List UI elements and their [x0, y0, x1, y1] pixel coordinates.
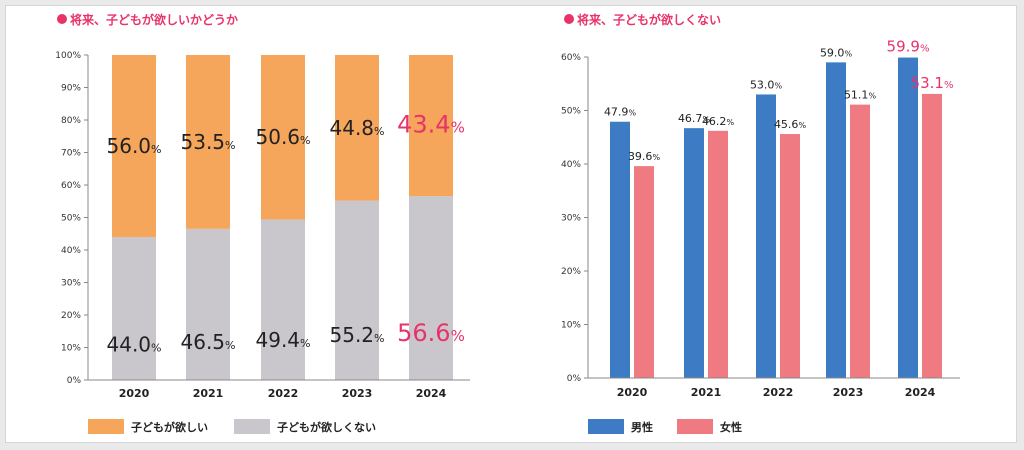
bar-female-2024 — [922, 93, 942, 378]
left-x-tick-label: 2022 — [268, 387, 299, 400]
data-label-female-2022: 45.6% — [774, 118, 807, 131]
left-bars: 56.0% 44.0% 53.5% 46.5% 50.6% 49.4% 44.8% 55.2%… — [107, 55, 465, 380]
right-y-tick-label: 10% — [561, 321, 581, 331]
right-y-tick-label: 20% — [561, 267, 581, 277]
legend-swatch-male — [588, 419, 624, 434]
legend-label-not-want: 子どもが欲しくない — [277, 420, 376, 434]
left-y-tick-label: 80% — [61, 116, 81, 126]
right-y-tick-label: 50% — [561, 107, 581, 117]
left-y-tick-label: 20% — [61, 311, 81, 321]
bar-female-2023 — [850, 104, 870, 379]
right-x-tick-label: 2020 — [617, 386, 648, 399]
bar-want-2022 — [261, 55, 305, 220]
right-x-tick-label: 2022 — [763, 386, 794, 399]
left-x-tick-label: 2020 — [119, 387, 150, 400]
right-x-axis: 2020 2021 2022 2023 2024 — [588, 377, 960, 399]
left-x-tick-label: 2024 — [416, 387, 447, 400]
legend-label-female: 女性 — [720, 420, 742, 434]
left-y-tick-label: 40% — [61, 246, 81, 256]
right-x-tick-label: 2023 — [833, 386, 864, 399]
right-x-tick-label: 2021 — [691, 386, 722, 399]
left-y-tick-label: 60% — [61, 181, 81, 191]
data-label-female-2021: 46.2% — [702, 115, 735, 128]
right-y-tick-label: 0% — [567, 374, 582, 384]
data-label-female-2020: 39.6% — [628, 150, 661, 163]
bar-not-want-2023 — [335, 200, 379, 380]
data-label-male-2021: 46.7% — [678, 112, 711, 125]
data-label-want-2023: 44.8% — [330, 116, 385, 140]
bar-want-2024 — [409, 55, 453, 197]
left-y-axis: 0% 10% 20% 30% 40% 50% 60% 70% 80% 90% 100% — [55, 51, 89, 386]
bar-not-want-2020 — [112, 237, 156, 380]
data-label-want-2020: 56.0% — [107, 134, 162, 158]
left-y-tick-label: 70% — [61, 149, 81, 159]
bar-want-2021 — [186, 55, 230, 229]
left-y-tick-label: 50% — [61, 214, 81, 224]
left-x-tick-label: 2021 — [193, 387, 224, 400]
data-label-want-2024: 43.4% — [397, 111, 465, 139]
right-y-tick-label: 40% — [561, 160, 581, 170]
right-y-tick-label: 30% — [561, 214, 581, 224]
legend-label-male: 男性 — [631, 420, 653, 434]
bar-female-2020 — [634, 166, 654, 378]
bar-not-want-2021 — [186, 228, 230, 380]
data-label-want-2021: 53.5% — [181, 130, 236, 154]
legend-label-want: 子どもが欲しい — [131, 420, 208, 434]
chart-panel — [5, 5, 1017, 443]
right-title-bullet-icon — [564, 14, 574, 24]
right-chart-title: 将来、子どもが欲しくない — [577, 12, 721, 27]
data-label-female-2024: 53.1% — [911, 74, 954, 92]
bar-female-2022 — [780, 134, 800, 378]
left-y-tick-label: 90% — [61, 84, 81, 94]
legend-swatch-not-want — [234, 419, 270, 434]
left-y-tick-label: 100% — [55, 51, 81, 61]
data-label-male-2022: 53.0% — [750, 78, 783, 91]
data-label-not-want-2022: 49.4% — [256, 328, 311, 352]
left-title-bullet-icon — [57, 14, 67, 24]
data-label-not-want-2024: 56.6% — [397, 319, 465, 347]
data-label-female-2023: 51.1% — [844, 89, 877, 102]
bar-female-2021 — [708, 130, 728, 378]
left-y-tick-label: 10% — [61, 344, 81, 354]
left-chart-title: 将来、子どもが欲しいかどうか — [70, 12, 238, 27]
right-legend: 男性 女性 — [588, 419, 742, 434]
bar-want-2023 — [335, 55, 379, 201]
data-label-not-want-2023: 55.2% — [330, 323, 385, 347]
legend-swatch-female — [677, 419, 713, 434]
left-legend: 子どもが欲しい 子どもが欲しくない — [88, 419, 376, 434]
data-label-male-2023: 59.0% — [820, 46, 853, 59]
bar-not-want-2024 — [409, 196, 453, 380]
left-x-tick-label: 2023 — [342, 387, 373, 400]
right-y-tick-label: 60% — [561, 53, 581, 63]
bar-male-2021 — [684, 128, 704, 378]
data-label-male-2020: 47.9% — [604, 106, 637, 119]
data-label-not-want-2020: 44.0% — [107, 332, 162, 356]
bar-not-want-2022 — [261, 219, 305, 380]
bar-male-2022 — [756, 94, 776, 378]
bar-male-2023 — [826, 62, 846, 378]
right-x-tick-label: 2024 — [905, 386, 936, 399]
legend-swatch-want — [88, 419, 124, 434]
right-y-axis: 0% 10% 20% 30% 40% 50% 60% — [561, 53, 589, 384]
data-label-want-2022: 50.6% — [256, 125, 311, 149]
bar-male-2020 — [610, 121, 630, 379]
right-bars: 47.9% 39.6% 46.7%46.2% 53.0% 45.6% 59.0% 51.1%… — [604, 38, 954, 379]
left-y-tick-label: 30% — [61, 279, 81, 289]
bar-want-2020 — [112, 55, 156, 237]
data-label-not-want-2021: 46.5% — [181, 330, 236, 354]
bar-male-2024 — [898, 57, 918, 378]
data-label-male-2024: 59.9% — [887, 38, 930, 56]
left-y-tick-label: 0% — [67, 376, 82, 386]
left-x-axis: 2020 2021 2022 2023 2024 — [88, 379, 470, 400]
